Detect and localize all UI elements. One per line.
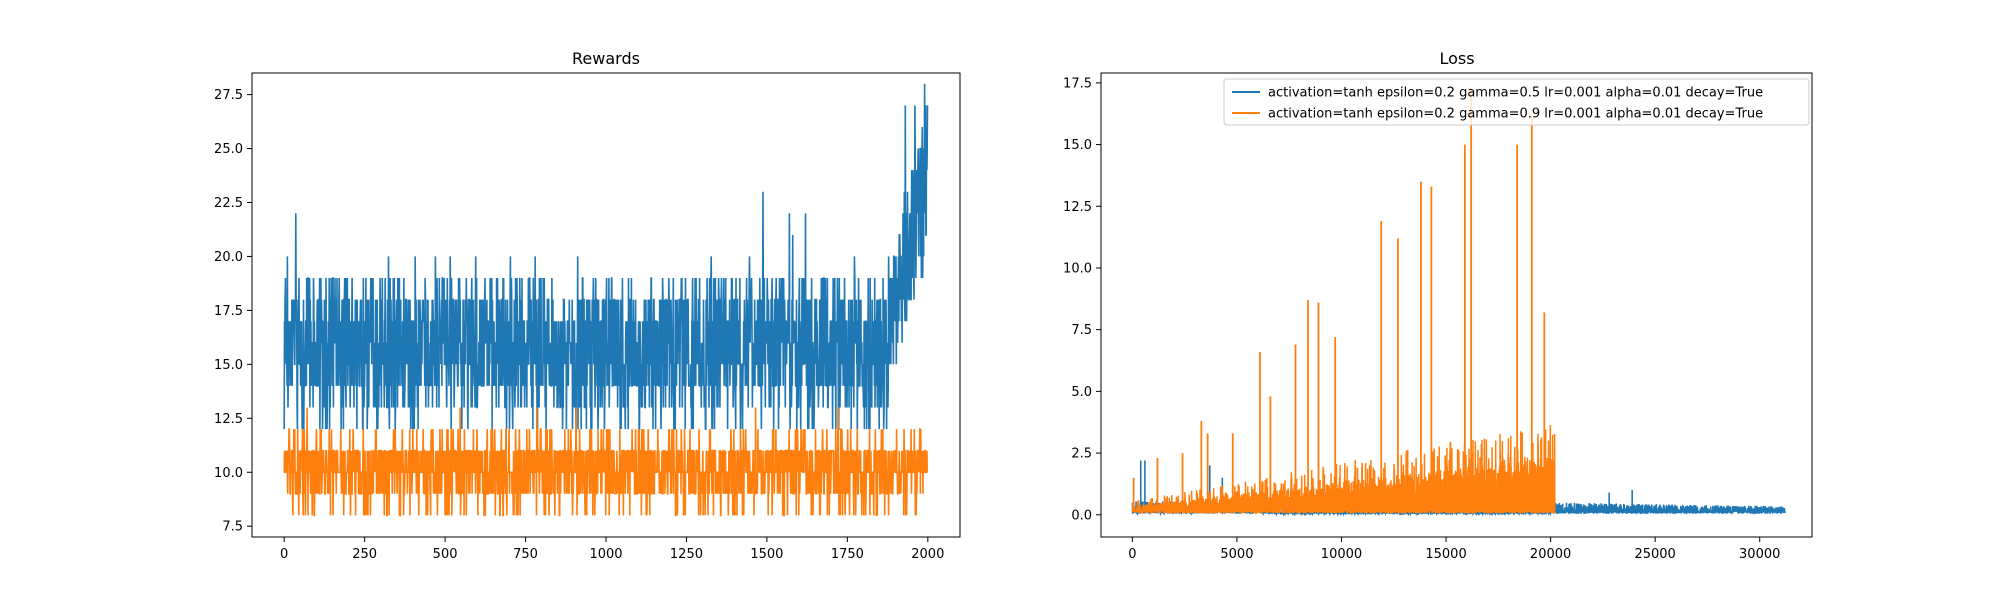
plot-frame (1100, 72, 1813, 538)
y-tick-label: 12.5 (214, 412, 243, 427)
y-tick-label: 22.5 (214, 196, 243, 211)
y-tick-label: 27.5 (214, 88, 243, 103)
y-tick-label: 17.5 (1063, 76, 1092, 91)
rewards-series-blue-line (283, 83, 929, 430)
x-tick-label: 10000 (1321, 547, 1362, 562)
x-tick-label: 0 (280, 547, 288, 562)
x-tick-label: 1500 (750, 547, 783, 562)
y-tick-label: 25.0 (214, 142, 243, 157)
y-tick-label: 17.5 (214, 304, 243, 319)
loss-legend: activation=tanh epsilon=0.2 gamma=0.5 lr… (1223, 78, 1810, 126)
x-tick-label: 2000 (911, 547, 944, 562)
loss-axes: 0 5000 10000 15000 20000 25000 30000 0.0 2.5 5.0 7… (1063, 72, 1813, 562)
rewards-series-orange-line (283, 407, 928, 517)
y-tick-label: 20.0 (214, 250, 243, 265)
y-tick-label: 0.0 (1071, 508, 1092, 523)
loss-chart-title: Loss (1439, 49, 1474, 68)
rewards-chart-title: Rewards (572, 49, 640, 68)
x-tick-label: 15000 (1425, 547, 1466, 562)
loss-series-group (1131, 87, 1786, 517)
rewards-series-group (283, 83, 929, 517)
x-tick-label: 20000 (1530, 547, 1571, 562)
legend-entry-label: activation=tanh epsilon=0.2 gamma=0.5 lr… (1268, 86, 1763, 101)
x-tick-label: 1000 (589, 547, 622, 562)
x-tick-label: 1750 (831, 547, 864, 562)
x-tick-label: 30000 (1739, 547, 1780, 562)
x-tick-label: 500 (433, 547, 458, 562)
y-tick-label: 2.5 (1071, 447, 1092, 462)
rewards-chart: Rewards 0 250 500 750 1000 1250 1500 1750 2000 7.… (214, 49, 961, 562)
legend-entry-label: activation=tanh epsilon=0.2 gamma=0.9 lr… (1268, 107, 1763, 122)
y-tick-label: 10.0 (1063, 261, 1092, 276)
y-tick-label: 5.0 (1071, 385, 1092, 400)
x-tick-label: 5000 (1220, 547, 1253, 562)
x-tick-label: 1250 (670, 547, 703, 562)
y-tick-label: 10.0 (214, 466, 243, 481)
rewards-axes: 0 250 500 750 1000 1250 1500 1750 2000 7.5 10.0 12.… (214, 72, 961, 562)
y-tick-label: 15.0 (1063, 138, 1092, 153)
legend-box (1223, 78, 1810, 126)
loss-series-orange-line (1131, 424, 1556, 515)
y-tick-label: 7.5 (222, 520, 243, 535)
x-tick-label: 250 (352, 547, 377, 562)
y-tick-label: 12.5 (1063, 200, 1092, 215)
y-tick-label: 15.0 (214, 358, 243, 373)
x-tick-label: 750 (513, 547, 538, 562)
y-tick-label: 7.5 (1071, 323, 1092, 338)
x-tick-label: 25000 (1634, 547, 1675, 562)
x-tick-label: 0 (1128, 547, 1136, 562)
loss-chart: Loss 0 5000 10000 15000 20000 25000 30000 0.0 2.… (1063, 49, 1813, 562)
